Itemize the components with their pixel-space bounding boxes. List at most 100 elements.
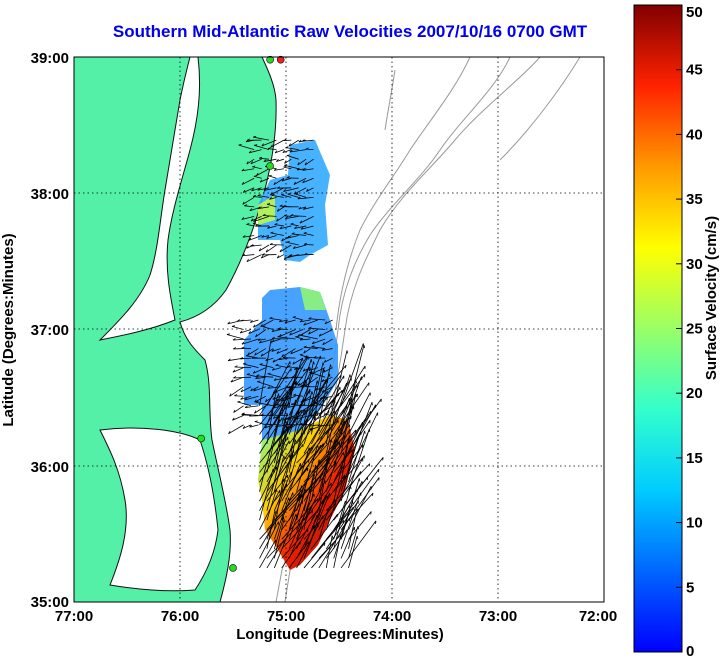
velocity-vector-head: [241, 412, 245, 415]
velocity-vector-head: [281, 193, 285, 196]
station-marker: [229, 564, 237, 572]
velocity-vector-head: [302, 168, 306, 171]
velocity-vector: [289, 254, 307, 257]
velocity-vector: [340, 481, 363, 521]
velocity-vector-head: [296, 366, 299, 371]
velocity-vector-head: [282, 356, 286, 359]
velocity-vector-head: [316, 509, 319, 513]
velocity-vector: [277, 254, 285, 259]
velocity-vector: [242, 254, 255, 257]
velocity-vector-head: [297, 333, 300, 337]
velocity-vector: [268, 175, 277, 179]
velocity-vector: [285, 147, 299, 151]
y-axis: 39:00 38:00 37:00 36:00 35:00 Latitude (…: [0, 50, 69, 611]
velocity-vector: [348, 412, 378, 473]
velocity-vector: [268, 148, 277, 151]
velocity-vector-head: [241, 217, 245, 220]
velocity-vector-head: [362, 444, 364, 448]
velocity-vector: [272, 357, 281, 363]
velocity-vector-head: [230, 379, 234, 383]
velocity-vector-head: [281, 354, 284, 358]
velocity-vector: [300, 338, 311, 341]
station-marker: [266, 162, 274, 170]
velocity-vector-head: [324, 412, 328, 415]
velocity-vector-head: [308, 317, 312, 320]
velocity-vector: [273, 419, 286, 464]
velocity-vector: [348, 393, 357, 425]
velocity-vector: [318, 420, 339, 454]
velocity-vector-head: [330, 439, 333, 443]
velocity-vector-head: [269, 196, 272, 200]
velocity-vector-head: [315, 410, 318, 414]
velocity-vector: [229, 386, 244, 397]
velocity-vector-head: [304, 252, 308, 255]
velocity-vector: [271, 195, 284, 198]
velocity-vector: [261, 235, 270, 238]
plot-frame: [73, 56, 605, 603]
velocity-vector-head: [257, 338, 261, 341]
velocity-vector: [258, 244, 270, 252]
velocity-vector: [233, 376, 252, 379]
velocity-vector-head: [318, 333, 322, 337]
velocity-vector: [232, 338, 252, 341]
velocity-vector: [271, 329, 281, 333]
velocity-vector-head: [246, 245, 249, 249]
velocity-vector: [257, 187, 270, 191]
x-axis-label: Longitude (Degrees:Minutes): [236, 626, 444, 643]
velocity-vector-head: [250, 161, 254, 165]
velocity-vector-head: [265, 358, 268, 362]
velocity-vector-head: [289, 254, 293, 257]
velocity-vector: [240, 329, 252, 334]
velocity-vector-head: [284, 320, 288, 324]
velocity-vector-head: [351, 449, 353, 453]
velocity-vector-head: [294, 226, 297, 229]
velocity-vector-head: [251, 188, 254, 192]
velocity-vector-head: [272, 396, 276, 400]
velocity-vector: [275, 364, 289, 369]
velocity-vector: [253, 386, 266, 392]
velocity-vector-head: [322, 472, 324, 476]
y-tick-label: 38:00: [31, 186, 69, 203]
velocity-vector-head: [370, 511, 372, 515]
colorbar-tick-label: 25: [686, 321, 703, 338]
velocity-vector: [348, 457, 384, 502]
velocity-vector: [288, 418, 308, 483]
velocity-vector: [266, 393, 279, 426]
velocity-vector-head: [282, 478, 285, 483]
velocity-vector-head: [246, 223, 250, 225]
velocity-vector: [303, 523, 319, 559]
velocity-vector-head: [255, 334, 258, 338]
velocity-vector: [293, 244, 307, 249]
velocity-vector-head: [233, 376, 237, 379]
velocity-vector-head: [252, 194, 256, 197]
velocity-vector: [288, 458, 328, 502]
velocity-vector: [273, 417, 290, 483]
velocity-vector-head: [342, 520, 345, 524]
velocity-vector: [333, 397, 350, 445]
velocity-vector: [324, 319, 333, 325]
velocity-vector-head: [316, 412, 319, 416]
velocity-vector-head: [305, 147, 309, 150]
station-markers: [197, 55, 285, 572]
velocity-vector-head: [276, 255, 280, 259]
velocity-vector-head: [244, 397, 248, 401]
velocity-vector: [292, 316, 304, 321]
velocity-vector: [311, 495, 328, 530]
velocity-vector: [241, 168, 255, 172]
velocity-vector: [269, 196, 277, 200]
velocity-vector-head: [275, 398, 279, 402]
velocity-vector-head: [337, 392, 340, 397]
velocity-vector-head: [264, 425, 268, 429]
velocity-vector: [245, 405, 259, 408]
velocity-vector: [281, 500, 304, 531]
velocity-vector: [287, 366, 296, 369]
velocity-vector: [303, 502, 337, 540]
velocity-vector: [297, 196, 314, 200]
velocity-vector: [259, 521, 276, 550]
velocity-vector: [265, 357, 274, 362]
colorbar-tick-label: 15: [686, 450, 703, 467]
velocity-vector: [271, 348, 281, 352]
y-tick-label: 39:00: [31, 50, 69, 67]
velocity-vector: [264, 424, 274, 429]
velocity-vector-head: [252, 165, 256, 168]
